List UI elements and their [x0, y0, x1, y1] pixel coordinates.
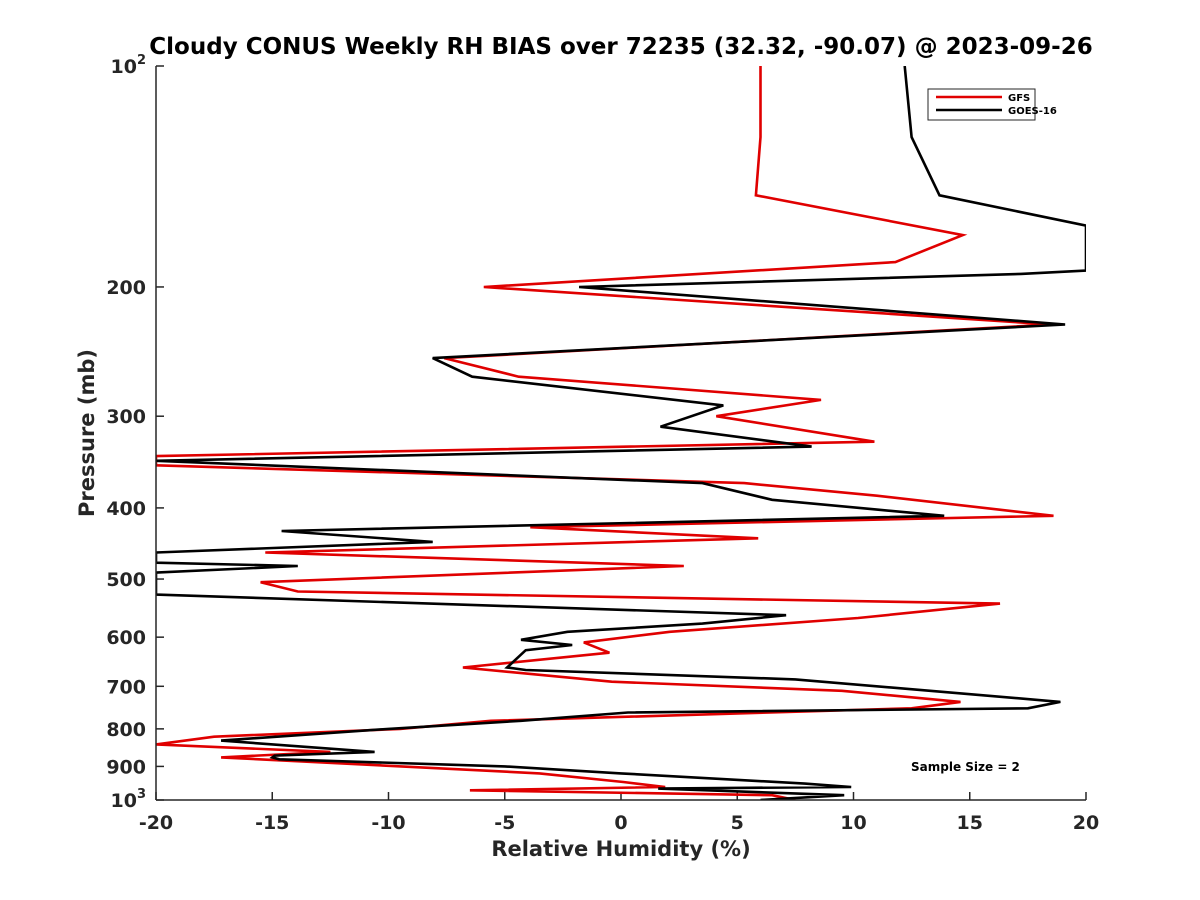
chart-title: Cloudy CONUS Weekly RH BIAS over 72235 (… — [149, 34, 1092, 60]
y-tick-label-base: 200 — [106, 277, 146, 299]
legend-box — [927, 88, 1036, 121]
x-tick-label: -15 — [255, 812, 289, 834]
x-tick-label: -20 — [139, 812, 173, 834]
y-tick-label-base: 10 — [111, 56, 137, 78]
y-tick-label-base: 300 — [106, 406, 146, 428]
y-tick-label: 800 — [106, 719, 146, 741]
y-tick-label: 500 — [106, 569, 146, 591]
y-tick-label: 103 — [111, 787, 147, 812]
legend-label-goes16: GOES-16 — [1008, 106, 1057, 117]
y-tick-label-base: 700 — [106, 676, 146, 698]
x-tick-label: 20 — [1073, 812, 1099, 834]
y-tick-label: 200 — [106, 277, 146, 299]
y-tick-label-base: 400 — [106, 498, 146, 520]
y-tick-label-base: 800 — [106, 719, 146, 741]
axes-lines — [155, 66, 1086, 801]
x-tick-label: -5 — [494, 812, 515, 834]
y-tick-label: 102 — [111, 53, 147, 78]
series-line-gfs — [156, 66, 1054, 800]
x-tick-label: -10 — [371, 812, 405, 834]
y-axis-label: Pressure (mb) — [75, 349, 99, 517]
x-tick-label: 15 — [957, 812, 983, 834]
y-tick-label-base: 10 — [111, 790, 137, 812]
y-tick-label-base: 900 — [106, 756, 146, 778]
legend: GFS GOES-16 — [927, 88, 1057, 121]
x-axis-ticks: -20 -15 -10 -5 0 5 10 15 20 — [139, 792, 1099, 834]
series-line-goes16 — [156, 66, 1086, 800]
y-tick-label-base: 500 — [106, 569, 146, 591]
sample-size-annotation: Sample Size = 2 — [911, 760, 1020, 774]
y-tick-label-base: 600 — [106, 627, 146, 649]
x-tick-label: 10 — [840, 812, 866, 834]
y-tick-label: 600 — [106, 627, 146, 649]
legend-label-gfs: GFS — [1008, 93, 1030, 104]
y-tick-label-exponent: 2 — [137, 53, 146, 68]
y-tick-label: 900 — [106, 756, 146, 778]
y-tick-label: 400 — [106, 498, 146, 520]
y-tick-label: 700 — [106, 676, 146, 698]
x-tick-label: 0 — [614, 812, 627, 834]
x-tick-label: 5 — [731, 812, 744, 834]
x-axis-label: Relative Humidity (%) — [491, 837, 750, 861]
y-tick-label-exponent: 3 — [137, 787, 146, 802]
y-tick-label: 300 — [106, 406, 146, 428]
series-layer — [156, 66, 1086, 800]
